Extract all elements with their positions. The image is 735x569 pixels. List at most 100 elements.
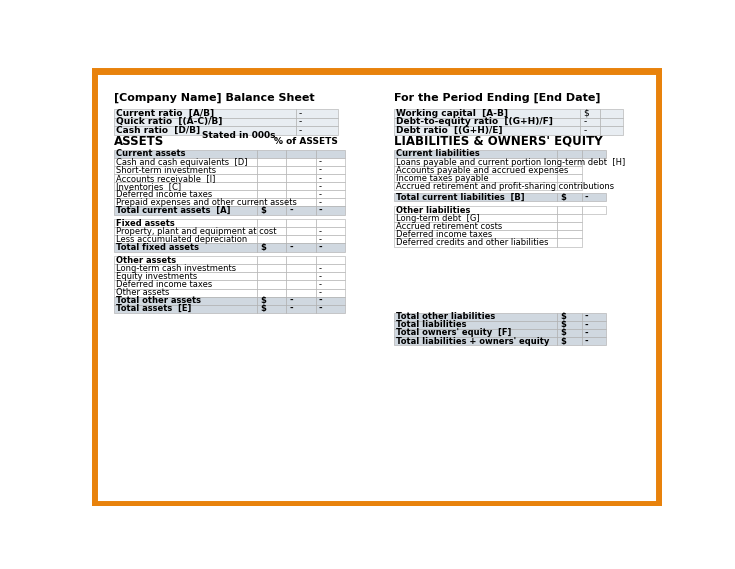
Text: -: - <box>319 227 322 236</box>
Bar <box>287 304 316 313</box>
Text: -: - <box>319 206 323 215</box>
Bar <box>600 109 623 118</box>
Bar <box>257 296 287 304</box>
Bar <box>114 109 295 118</box>
Bar <box>316 219 345 227</box>
Text: Accrued retirement costs: Accrued retirement costs <box>396 222 503 231</box>
Bar <box>114 199 257 207</box>
Bar <box>600 118 623 126</box>
Bar <box>114 118 295 126</box>
Bar <box>316 296 345 304</box>
Text: Property, plant and equipment at cost: Property, plant and equipment at cost <box>116 227 276 236</box>
Bar <box>557 158 581 166</box>
Text: $: $ <box>560 320 566 329</box>
Bar <box>581 337 606 345</box>
Bar <box>257 174 287 182</box>
Bar <box>557 313 581 321</box>
Bar <box>257 256 287 264</box>
Bar <box>581 321 606 329</box>
Text: Other assets: Other assets <box>116 255 176 265</box>
Text: Income taxes payable: Income taxes payable <box>396 174 489 183</box>
Bar <box>581 150 606 158</box>
Text: Working capital  [A-B]: Working capital [A-B] <box>396 109 509 118</box>
Bar <box>316 304 345 313</box>
Bar <box>557 150 581 158</box>
Text: -: - <box>319 166 322 175</box>
Bar <box>257 236 287 244</box>
Text: Total fixed assets: Total fixed assets <box>116 243 199 252</box>
Text: $: $ <box>584 109 589 118</box>
Bar <box>114 281 257 288</box>
Bar <box>114 296 257 304</box>
Bar <box>557 166 581 174</box>
Bar <box>257 273 287 281</box>
Text: Total current liabilities  [B]: Total current liabilities [B] <box>396 193 525 202</box>
Bar <box>257 158 287 166</box>
Bar <box>287 244 316 251</box>
Text: -: - <box>290 296 293 305</box>
Text: -: - <box>585 312 589 321</box>
Text: -: - <box>319 272 322 281</box>
Bar <box>114 227 257 236</box>
Text: Total other liabilities: Total other liabilities <box>396 312 495 321</box>
Text: $: $ <box>560 312 566 321</box>
Bar <box>581 206 606 214</box>
Bar <box>316 281 345 288</box>
Text: Loans payable and current portion long-term debt  [H]: Loans payable and current portion long-t… <box>396 158 625 167</box>
Text: Debt-to-equity ratio  [(G+H)/F]: Debt-to-equity ratio [(G+H)/F] <box>396 117 553 126</box>
Bar <box>316 190 345 199</box>
Text: Current assets: Current assets <box>116 150 185 158</box>
Bar <box>257 190 287 199</box>
Bar <box>316 199 345 207</box>
Bar <box>557 214 581 222</box>
Text: -: - <box>584 126 587 135</box>
Bar <box>257 281 287 288</box>
Bar <box>114 264 257 273</box>
Bar <box>114 158 257 166</box>
Bar <box>394 150 557 158</box>
Text: Equity investments: Equity investments <box>116 272 197 281</box>
Bar <box>287 150 316 158</box>
Bar <box>581 313 606 321</box>
Bar <box>287 190 316 199</box>
Text: -: - <box>319 182 322 191</box>
Bar <box>557 321 581 329</box>
Text: Long-term debt  [G]: Long-term debt [G] <box>396 214 480 222</box>
Text: -: - <box>290 243 293 252</box>
Text: Total liabilities + owners' equity: Total liabilities + owners' equity <box>396 336 550 345</box>
Bar <box>394 337 557 345</box>
Bar <box>394 182 557 190</box>
Bar <box>287 199 316 207</box>
Text: Deferred credits and other liabilities: Deferred credits and other liabilities <box>396 238 549 247</box>
Bar <box>114 219 257 227</box>
Bar <box>287 281 316 288</box>
Text: Less accumulated depreciation: Less accumulated depreciation <box>116 235 247 244</box>
Bar <box>600 126 623 134</box>
Text: -: - <box>319 174 322 183</box>
Text: -: - <box>319 198 322 207</box>
Bar <box>394 158 557 166</box>
Bar <box>287 207 316 215</box>
Text: Short-term investments: Short-term investments <box>116 166 216 175</box>
Text: $: $ <box>260 296 266 305</box>
Bar <box>287 264 316 273</box>
Bar <box>287 174 316 182</box>
Bar <box>257 244 287 251</box>
Bar <box>394 238 557 246</box>
Text: Total current assets  [A]: Total current assets [A] <box>116 206 230 215</box>
Text: -: - <box>585 193 589 202</box>
Bar <box>394 206 557 214</box>
Text: Long-term cash investments: Long-term cash investments <box>116 264 236 273</box>
Bar <box>316 227 345 236</box>
Bar <box>394 329 557 337</box>
Text: -: - <box>290 206 293 215</box>
Text: Current ratio  [A/B]: Current ratio [A/B] <box>116 109 214 118</box>
Bar <box>287 296 316 304</box>
Bar <box>394 214 557 222</box>
Text: Total assets  [E]: Total assets [E] <box>116 304 191 313</box>
Bar <box>581 329 606 337</box>
Text: -: - <box>319 280 322 289</box>
Bar <box>257 264 287 273</box>
Text: -: - <box>319 190 322 199</box>
Text: $: $ <box>260 206 266 215</box>
